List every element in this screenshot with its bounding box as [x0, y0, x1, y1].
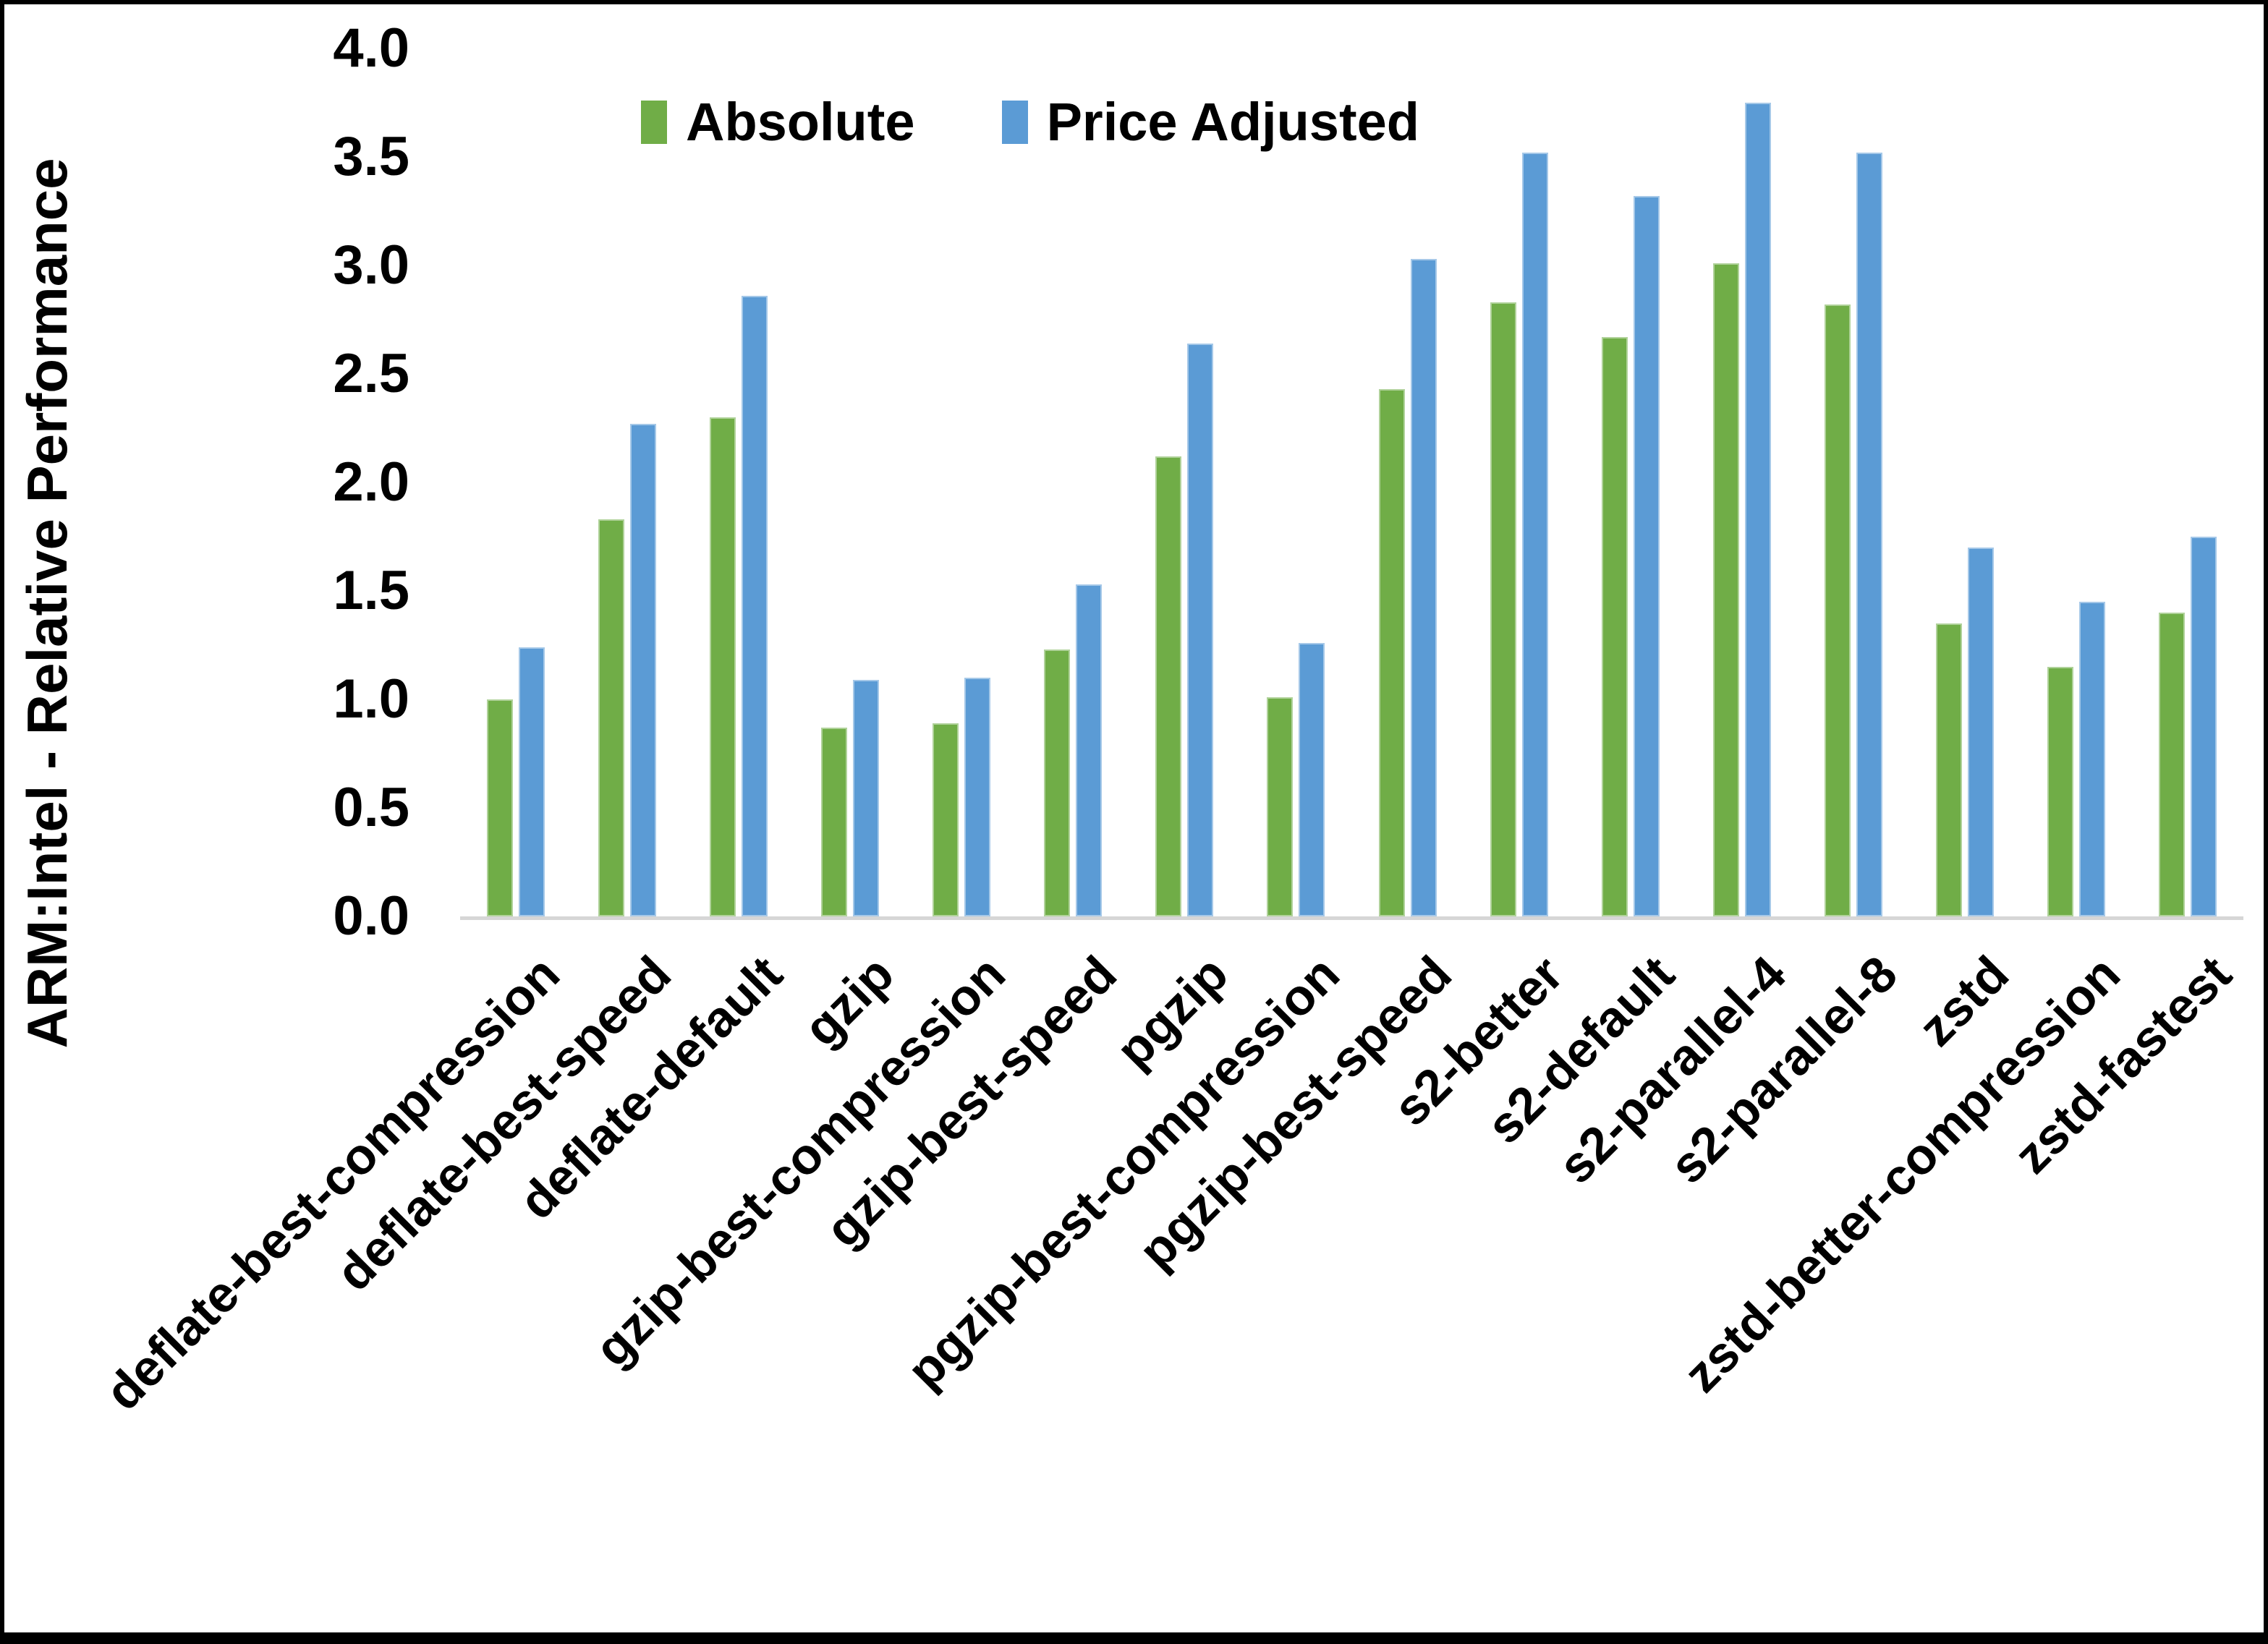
bar-price-adjusted-gzip-best-speed	[1076, 584, 1103, 916]
bar-absolute-deflate-default	[710, 417, 736, 916]
legend-label-price-adjusted: Price Adjusted	[1046, 92, 1419, 152]
y-tick-label: 1.5	[333, 560, 409, 621]
bar-absolute-s2-parallel-8	[1824, 304, 1851, 916]
bar-price-adjusted-s2-default	[1633, 196, 1660, 916]
bar-price-adjusted-zstd-better-compression	[2078, 602, 2105, 916]
bar-price-adjusted-deflate-default	[742, 296, 768, 916]
bar-absolute-deflate-best-compression	[487, 699, 514, 916]
y-tick-label: 0.5	[333, 777, 409, 838]
bar-price-adjusted-pgzip-best-compression	[1299, 643, 1325, 916]
bar-price-adjusted-deflate-best-compression	[519, 647, 545, 916]
y-tick-label: 1.0	[333, 668, 409, 730]
bar-price-adjusted-s2-better	[1521, 153, 1548, 916]
x-axis-baseline	[460, 916, 2243, 920]
y-tick-label: 2.5	[333, 343, 409, 404]
bar-price-adjusted-zstd	[1967, 548, 1994, 916]
legend-swatch-price-adjusted-icon	[1001, 100, 1028, 144]
bar-price-adjusted-deflate-best-speed	[630, 424, 657, 916]
legend-item-absolute: Absolute	[641, 91, 915, 153]
bar-absolute-pgzip-best-compression	[1267, 697, 1294, 916]
bar-absolute-zstd	[1935, 623, 1962, 916]
y-tick-label: 4.0	[333, 17, 409, 79]
legend-label-absolute: Absolute	[686, 92, 915, 152]
plot-area: 0.0 0.5 1.0 1.5 2.0 2.5 3.0 3.5 4.0 deflate-best…	[4, 4, 2264, 1632]
bar-absolute-gzip	[821, 728, 848, 916]
legend-swatch-absolute-icon	[641, 100, 667, 144]
bar-absolute-zstd-fastest	[2158, 613, 2185, 916]
bar-absolute-deflate-best-speed	[598, 519, 625, 916]
bar-price-adjusted-gzip-best-compression	[964, 678, 991, 916]
bar-price-adjusted-pgzip	[1187, 344, 1214, 916]
bar-price-adjusted-s2-parallel-4	[1744, 103, 1771, 916]
bar-absolute-s2-default	[1601, 337, 1628, 916]
legend: Absolute Price Adjusted	[641, 91, 1419, 153]
bar-absolute-gzip-best-compression	[933, 723, 959, 916]
bar-absolute-zstd-better-compression	[2047, 667, 2073, 916]
bar-price-adjusted-s2-parallel-8	[1856, 153, 1882, 916]
y-tick-label: 2.0	[333, 451, 409, 513]
bar-absolute-s2-parallel-4	[1712, 263, 1739, 916]
bar-price-adjusted-pgzip-best-speed	[1410, 259, 1437, 916]
y-tick-label: 3.0	[333, 234, 409, 296]
bar-price-adjusted-gzip	[853, 680, 880, 916]
y-tick-label: 3.5	[333, 126, 409, 187]
bar-absolute-pgzip-best-speed	[1378, 389, 1405, 916]
bar-price-adjusted-zstd-fastest	[2190, 537, 2217, 916]
bar-absolute-gzip-best-speed	[1044, 649, 1071, 916]
bar-absolute-pgzip	[1155, 456, 1182, 916]
legend-item-price-adjusted: Price Adjusted	[1001, 91, 1419, 153]
bar-absolute-s2-better	[1490, 302, 1516, 916]
y-tick-label: 0.0	[333, 885, 409, 947]
